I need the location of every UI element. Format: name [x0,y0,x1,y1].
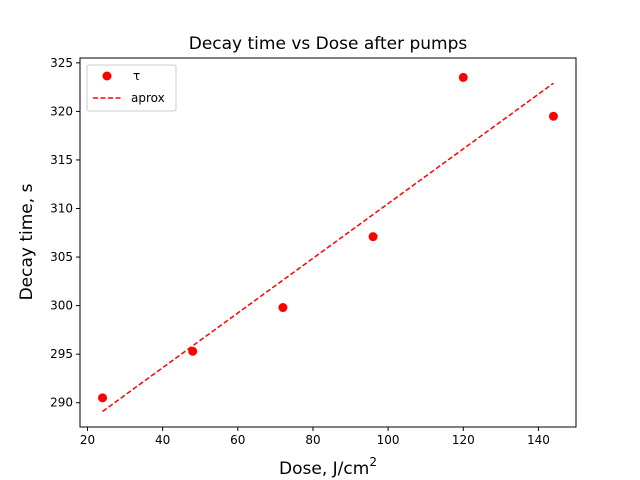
data-point [278,303,288,313]
legend-label-tau: τ [133,69,140,83]
y-tick-label: 325 [50,56,73,70]
data-point [548,111,558,121]
x-tick-label: 20 [80,433,95,447]
data-point [368,232,378,242]
y-axis-label: Decay time, s [17,183,37,300]
y-tick-label: 315 [50,153,73,167]
x-tick-label: 40 [155,433,170,447]
data-point [98,393,108,403]
chart-title: Decay time vs Dose after pumps [189,34,468,54]
y-tick-label: 320 [50,104,73,118]
y-tick-label: 305 [50,250,73,264]
y-tick-label: 310 [50,202,73,216]
series-layer [98,72,558,413]
y-tick-label: 295 [50,347,73,361]
legend: τ aprox [86,64,177,112]
x-tick-label: 80 [305,433,320,447]
data-point [188,346,198,356]
legend-label-aprox: aprox [131,91,165,105]
y-axis: 290 295 300 305 310 315 320 325 [50,56,80,410]
x-axis-label-superscript: 2 [369,455,377,469]
x-axis-label: Dose, J/cm2 [279,455,377,479]
x-axis-label-text: Dose, J/cm [279,459,369,479]
x-axis: 20 40 60 80 100 120 140 [80,427,550,447]
y-tick-label: 290 [50,396,73,410]
data-point [458,72,468,82]
x-tick-label: 60 [230,433,245,447]
fit-line-aprox [102,82,554,413]
plot-area [79,57,577,428]
x-tick-label: 120 [452,433,475,447]
legend-marker-tau [102,71,112,81]
x-tick-label: 100 [377,433,400,447]
x-tick-label: 140 [527,433,550,447]
y-tick-label: 300 [50,299,73,313]
